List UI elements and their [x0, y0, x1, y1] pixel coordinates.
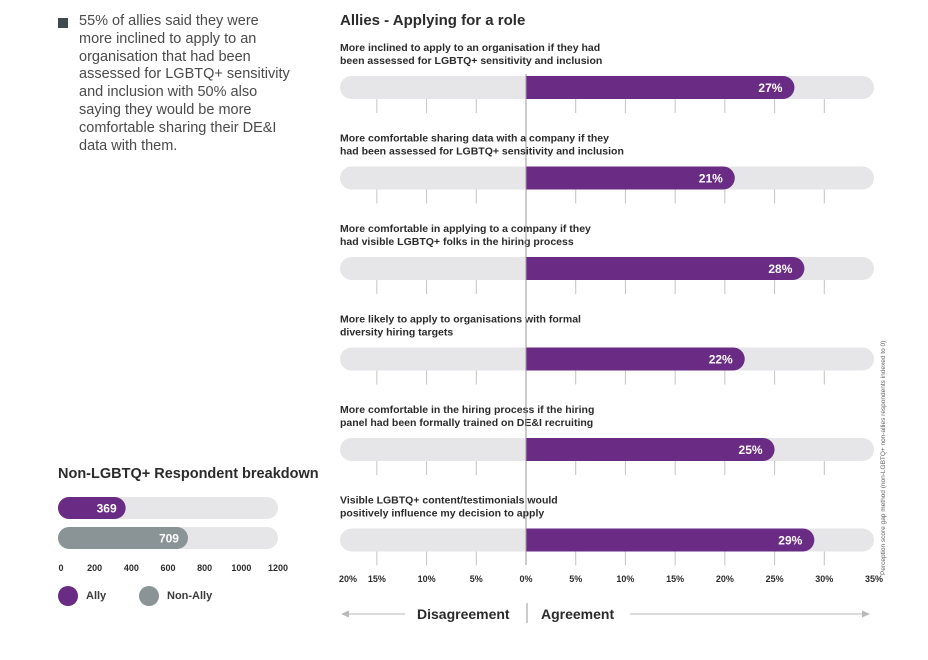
bar-value-label: 25% [739, 443, 763, 457]
bar-value-label: 28% [768, 262, 792, 276]
x-tick-label: 15% [666, 574, 684, 584]
x-tick-label: 20% [716, 574, 734, 584]
breakdown-title: Non-LGBTQ+ Respondent breakdown [58, 466, 319, 482]
category-label: More comfortable in applying to a compan… [340, 223, 591, 235]
category-label: positively influence my decision to appl… [340, 508, 544, 520]
x-tick-label: 10% [418, 574, 436, 584]
category-label: had been assessed for LGBTQ+ sensitivity… [340, 146, 624, 158]
legend-ally: Ally [58, 586, 106, 606]
category-label: Visible LGBTQ+ content/testimonials woul… [340, 495, 558, 507]
category-label: More comfortable sharing data with a com… [340, 133, 609, 145]
bar [526, 438, 775, 461]
agreement-arrow-head-icon [862, 610, 870, 618]
x-tick-label: 10% [616, 574, 634, 584]
category-label: More comfortable in the hiring process i… [340, 404, 594, 416]
x-tick-label: 30% [815, 574, 833, 584]
category-label: diversity hiring targets [340, 327, 453, 339]
category-label: been assessed for LGBTQ+ sensitivity and… [340, 55, 602, 67]
legend-ally-label: Ally [86, 590, 107, 602]
bar-value-label: 22% [709, 353, 733, 367]
bar [526, 528, 815, 552]
x-tick-label: 5% [569, 574, 582, 584]
chart-title: Allies - Applying for a role [340, 12, 526, 29]
bar [526, 166, 735, 190]
x-tick-label: 15% [368, 574, 386, 584]
legend-ally-dot [58, 586, 78, 606]
summary-bullet: 55% of allies said they were more inclin… [58, 13, 293, 155]
legend-non-ally-label: Non-Ally [167, 590, 213, 602]
bar-value-label: 21% [699, 172, 723, 186]
bar [526, 257, 805, 280]
category-label: panel had been formally trained on DE&I … [340, 417, 593, 429]
x-tick-label: 25% [766, 574, 784, 584]
legend-non-ally-dot [139, 586, 159, 606]
bar-value-label: 27% [758, 81, 782, 95]
x-tick-label: 35% [865, 574, 883, 584]
summary-text: 55% of allies said they were more inclin… [79, 13, 290, 154]
disagreement-label: Disagreement [417, 606, 510, 622]
legend-non-ally: Non-Ally [139, 586, 212, 606]
side-note: Perception score gap method (non-LGBTQ+ … [880, 340, 887, 575]
x-tick-label: 5% [470, 574, 483, 584]
agreement-label: Agreement [541, 606, 615, 622]
x-tick-label: 0% [519, 574, 532, 584]
category-label: More likely to apply to organisations wi… [340, 314, 581, 326]
bar [526, 76, 795, 99]
disagreement-arrow-head-icon [341, 610, 349, 618]
bar [526, 347, 745, 371]
category-label: had visible LGBTQ+ folks in the hiring p… [340, 236, 574, 248]
category-label: More inclined to apply to an organisatio… [340, 42, 600, 54]
bullet-square-icon [58, 18, 68, 28]
x-tick-label: 20% [339, 574, 357, 584]
bar-value-label: 29% [778, 534, 802, 548]
